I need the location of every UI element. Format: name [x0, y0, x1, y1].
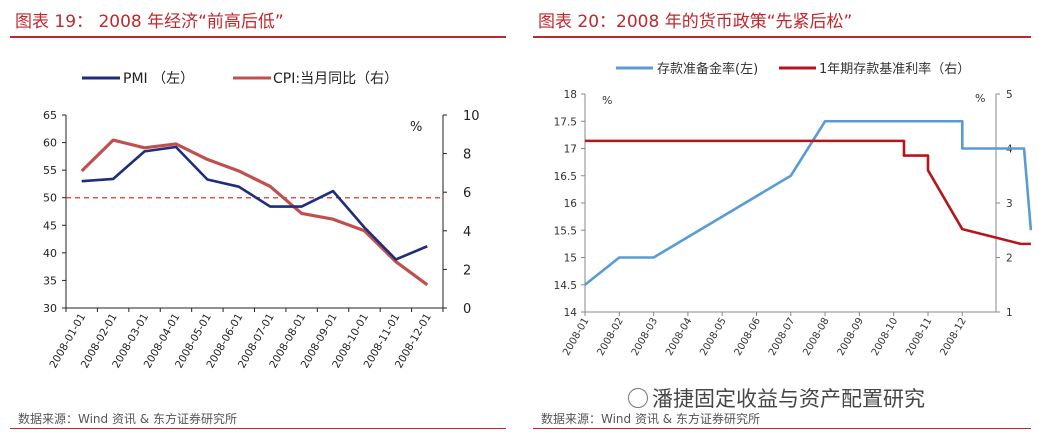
x-tick-label: 2008-10	[870, 316, 900, 358]
x-tick-label: 2008-09	[836, 316, 866, 358]
right-y-tick-label: 0	[463, 302, 471, 317]
legend-rrr-label: 存款准备金率(左)	[657, 61, 758, 77]
left-source-rule	[10, 428, 506, 429]
x-tick-label: 2008-08	[801, 316, 831, 358]
right-y-tick-label: 8	[463, 148, 471, 163]
cpi-line	[80, 138, 429, 287]
left-y-tick-label: 17	[564, 144, 577, 156]
x-tick-label: 2008-11	[904, 316, 934, 358]
right-y-tick-label: 3	[1006, 198, 1013, 210]
x-tick-label: 2008-03	[630, 316, 660, 358]
left-title-rule	[10, 36, 506, 38]
left-y-tick-label: 16	[564, 198, 578, 210]
legend-pmi-label: PMI （左）	[123, 71, 194, 87]
x-tick-label: 2008-02	[595, 316, 625, 358]
wechat-icon	[628, 388, 648, 408]
x-tick-label: 2008-07	[767, 316, 797, 358]
right-chart-panel: 图表 20：2008 年的货币政策“先紧后松” 14 14.5 15 15.5 16 16…	[523, 0, 1039, 446]
right-y-tick-label: 6	[463, 186, 471, 201]
pmi-line	[81, 145, 428, 261]
reserve-ratio-line	[584, 119, 1033, 286]
left-y-tick-label: 35	[43, 274, 57, 287]
right-y-tick-label: 5	[1006, 89, 1013, 101]
left-y-tick-label: 60	[43, 137, 57, 150]
left-y-tick-label: 40	[43, 247, 57, 260]
right-title-rule	[533, 36, 1031, 38]
right-source-note: 数据来源：Wind 资讯 & 东方证券研究所	[541, 412, 760, 426]
left-y-tick-label: 45	[43, 219, 57, 232]
left-y-tick-label: 16.5	[554, 171, 577, 183]
right-y-tick-label: 2	[1006, 253, 1013, 265]
left-chart-panel: 图表 19： 2008 年经济“前高后低” 30 35 40 45 50 55 60 65 0 2…	[0, 0, 514, 446]
legend-cpi-label: CPI:当月同比（右）	[273, 71, 398, 87]
right-chart-title: 图表 20：2008 年的货币政策“先紧后松”	[538, 12, 853, 32]
deposit-rate-line	[585, 139, 1031, 246]
left-y-tick-label: 65	[43, 109, 57, 122]
x-tick-label: 2008-06	[733, 316, 763, 358]
left-y-tick-label: 15	[564, 253, 577, 265]
left-y-tick-label: 14	[564, 307, 578, 319]
left-y-tick-label: 30	[43, 302, 57, 315]
x-tick-label: 2008-12	[938, 316, 968, 358]
right-y-tick-label: 2	[463, 263, 471, 278]
left-y-tick-label: 50	[43, 192, 57, 205]
left-y-tick-label: 14.5	[554, 280, 577, 292]
x-tick-label: 2008-01	[561, 316, 591, 358]
right-y-tick-label: 1	[1006, 307, 1013, 319]
right-y-tick-label: 4	[463, 225, 471, 240]
left-y-tick-label: 17.5	[554, 116, 577, 128]
right-y-tick-label: 10	[463, 109, 480, 124]
pmi-cpi-chart: 30354045505560650246810%2008-01-012008-0…	[43, 71, 480, 370]
left-axis-unit: %	[602, 94, 612, 107]
legend-rate-label: 1年期存款基准利率（右）	[819, 61, 970, 77]
right-axis-unit: %	[410, 120, 422, 135]
right-axis-unit: %	[975, 92, 985, 105]
left-y-tick-label: 55	[43, 164, 57, 177]
left-chart-title: 图表 19： 2008 年经济“前高后低”	[15, 12, 284, 32]
left-y-tick-label: 15.5	[554, 225, 577, 237]
watermark-text: 潘捷固定收益与资产配置研究	[652, 387, 925, 411]
right-source-rule	[533, 428, 1031, 429]
left-y-tick-label: 18	[564, 89, 577, 101]
x-tick-label: 2008-05	[698, 316, 728, 358]
x-tick-label: 2008-04	[664, 316, 694, 358]
left-source-note: 数据来源：Wind 资讯 & 东方证券研究所	[18, 412, 237, 426]
